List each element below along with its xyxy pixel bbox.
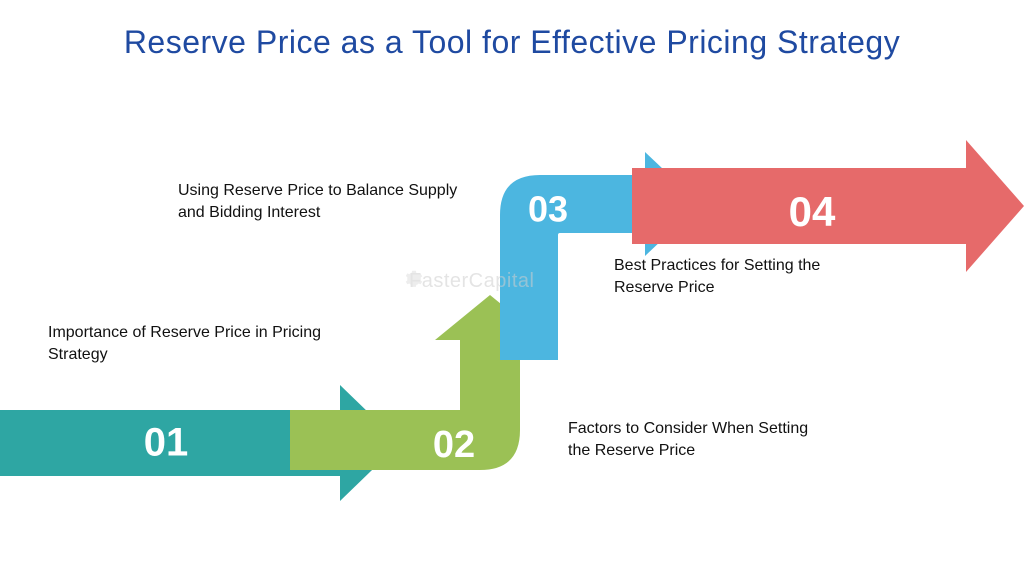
number-04: 04 bbox=[789, 188, 836, 235]
watermark-text: FasterCapital bbox=[409, 270, 534, 292]
label-step-02: Factors to Consider When Setting the Res… bbox=[568, 418, 828, 461]
number-02: 02 bbox=[433, 424, 475, 466]
watermark: FasterCapital bbox=[405, 270, 534, 293]
infographic-canvas: { "title": { "text": "Reserve Price as a… bbox=[0, 0, 1024, 576]
number-03: 03 bbox=[528, 189, 568, 230]
number-01: 01 bbox=[144, 421, 189, 465]
label-step-03: Using Reserve Price to Balance Supply an… bbox=[178, 180, 458, 223]
label-step-04: Best Practices for Setting the Reserve P… bbox=[614, 255, 864, 298]
label-step-01: Importance of Reserve Price in Pricing S… bbox=[48, 322, 348, 365]
